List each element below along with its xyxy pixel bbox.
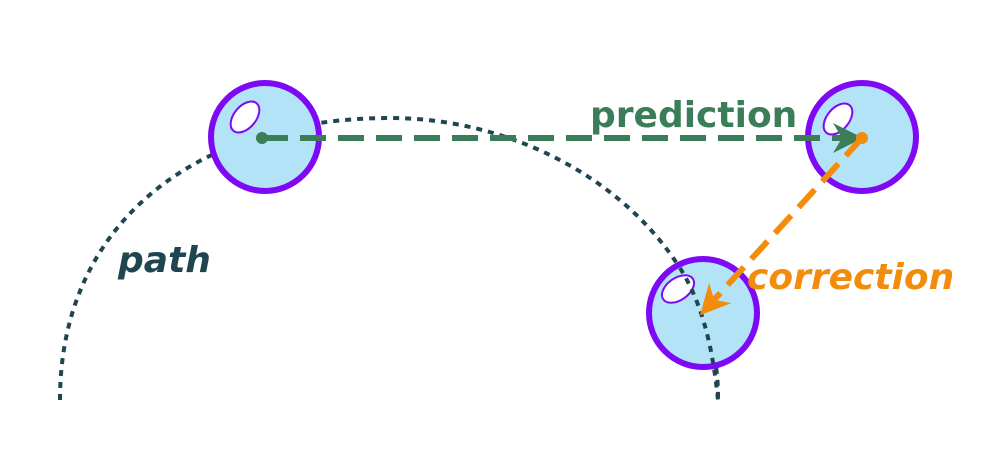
prediction-label: prediction: [590, 95, 797, 136]
path-label: path: [117, 240, 211, 281]
path-arc: [58, 115, 721, 401]
correction-label: correction: [747, 257, 954, 298]
correction-arrow: [699, 135, 865, 316]
start-ball-highlight: [229, 100, 261, 134]
path-arc-overlay: [678, 266, 720, 401]
